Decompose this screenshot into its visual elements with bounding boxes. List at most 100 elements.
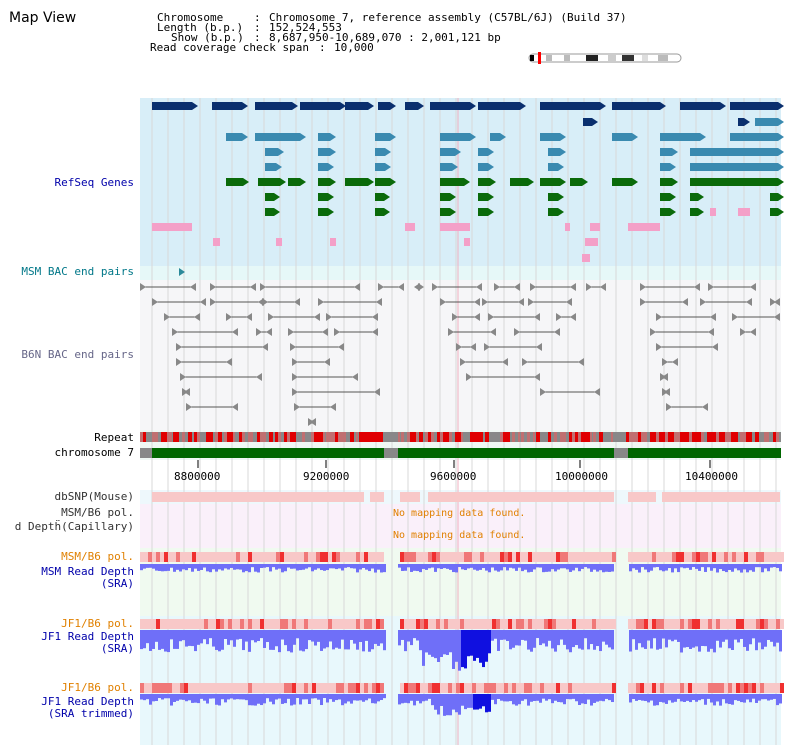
gene-arrow <box>192 102 198 110</box>
pol-block <box>224 683 228 693</box>
track-label-msm-read-depth[interactable]: MSM Read Depth (SRA) <box>41 565 134 590</box>
depth-bar <box>167 694 170 699</box>
depth-bar <box>314 630 317 646</box>
pol-block <box>216 552 220 562</box>
depth-bar <box>434 564 437 572</box>
depth-bar <box>299 630 302 651</box>
gene-arrow <box>242 102 248 110</box>
repeat-block <box>746 432 750 442</box>
pol-block <box>660 683 664 693</box>
depth-bar <box>455 694 458 713</box>
pol-block <box>468 619 472 629</box>
pol-block <box>344 683 348 693</box>
depth-bar <box>167 564 170 571</box>
repeat-block <box>284 432 287 442</box>
track-label-msm-bac[interactable]: MSM BAC end pairs <box>21 265 134 278</box>
depth-bar <box>269 630 272 650</box>
pol-block <box>216 619 220 629</box>
bac-end-marker <box>702 403 708 411</box>
pol-block <box>628 619 632 629</box>
track-label-dbsnp[interactable]: dbSNP(Mouse) <box>54 490 134 503</box>
pol-block <box>292 683 296 693</box>
track-label-msm-b6-pol[interactable]: MSM/B6 pol. <box>61 506 134 519</box>
depth-bar <box>473 564 476 570</box>
pol-block <box>436 683 440 693</box>
depth-bar <box>458 630 461 671</box>
bac-end-marker <box>456 343 462 351</box>
depth-bar <box>215 694 218 705</box>
depth-bar <box>653 630 656 639</box>
track-label-jf1-b6-pol-2[interactable]: JF1/B6 pol. <box>61 681 134 694</box>
pol-block <box>728 552 732 562</box>
depth-bar <box>158 630 161 650</box>
gene-exon <box>730 133 778 141</box>
depth-bar <box>563 630 566 645</box>
no-mapping-message: No mapping data found. <box>393 530 526 541</box>
pol-block <box>168 683 172 693</box>
gene-exon <box>680 102 720 110</box>
depth-bar <box>692 630 695 648</box>
pol-block <box>356 619 360 629</box>
pol-block <box>304 683 308 693</box>
pol-block <box>612 683 616 693</box>
repeat-block <box>263 432 266 442</box>
depth-bar <box>602 694 605 702</box>
depth-bar <box>719 564 722 570</box>
depth-bar <box>146 630 149 644</box>
pol-block <box>532 683 536 693</box>
depth-bar <box>518 694 521 705</box>
chromosome-ideogram[interactable] <box>528 52 684 64</box>
track-label-refseq[interactable]: RefSeq Genes <box>54 176 134 189</box>
pol-block <box>416 683 420 693</box>
pol-block <box>176 619 180 629</box>
pol-block <box>628 683 632 693</box>
gene-exon <box>730 102 778 110</box>
pol-block <box>160 552 164 562</box>
pol-block <box>532 619 536 629</box>
repeat-block <box>632 432 635 442</box>
pol-block <box>588 619 592 629</box>
pol-block <box>528 552 532 562</box>
depth-bar <box>329 694 332 700</box>
depth-bar <box>629 630 632 652</box>
track-label-msm-b6-pol-2[interactable]: MSM/B6 pol. <box>61 550 134 563</box>
pol-block <box>288 683 292 693</box>
pol-block <box>440 619 444 629</box>
depth-bar <box>353 630 356 644</box>
depth-bar <box>263 694 266 704</box>
repeat-block <box>506 432 510 442</box>
pol-block <box>768 552 772 562</box>
depth-bar <box>251 694 254 706</box>
track-label-chromosome[interactable]: chromosome 7 <box>54 446 134 459</box>
track-label-jf1-read-depth-trimmed[interactable]: JF1 Read Depth (SRA trimmed) <box>41 695 134 720</box>
track-label-capillary[interactable]: d Deptḧ(Capillary) <box>14 520 134 533</box>
pol-block <box>208 552 212 562</box>
gene-exon <box>318 178 330 186</box>
depth-bar <box>485 630 488 662</box>
track-label-jf1-read-depth[interactable]: JF1 Read Depth (SRA) <box>41 630 134 655</box>
depth-bar <box>356 630 359 650</box>
track-label-jf1-b6-pol[interactable]: JF1/B6 pol. <box>61 617 134 630</box>
repeat-block <box>356 432 358 442</box>
pol-block <box>364 619 368 629</box>
pol-block <box>680 619 684 629</box>
track-label-b6n-bac[interactable]: B6N BAC end pairs <box>21 348 134 361</box>
depth-bar <box>326 564 329 571</box>
repeat-block <box>197 432 200 442</box>
depth-bar <box>275 630 278 647</box>
depth-bar <box>248 694 251 706</box>
repeat-block <box>269 432 273 442</box>
pol-block <box>444 619 448 629</box>
pol-block <box>140 619 144 629</box>
depth-bar <box>446 694 449 716</box>
depth-bar <box>488 564 491 573</box>
repeat-block <box>167 432 170 442</box>
pol-block <box>204 619 208 629</box>
pol-block <box>664 619 668 629</box>
bac-end-marker <box>656 343 662 351</box>
track-label-repeat[interactable]: Repeat <box>94 431 134 444</box>
depth-bar <box>632 564 635 569</box>
depth-bar <box>611 694 614 703</box>
depth-bar <box>287 564 290 568</box>
